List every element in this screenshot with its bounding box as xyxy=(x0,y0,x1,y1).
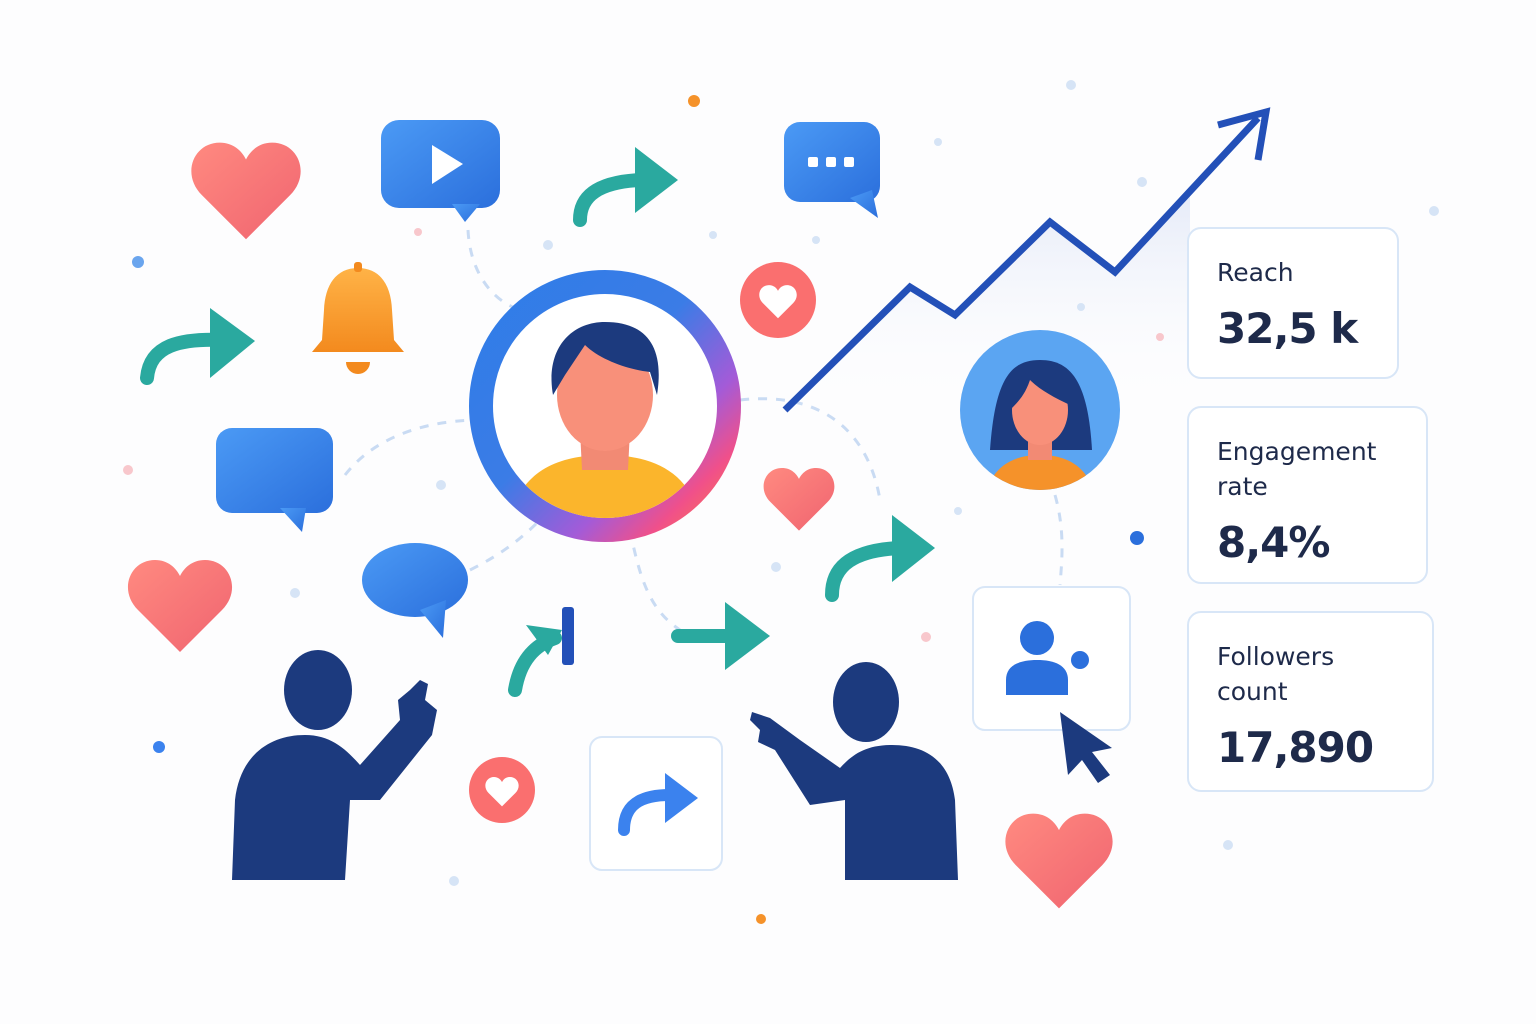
follow-card xyxy=(972,586,1131,783)
people xyxy=(232,650,958,880)
main-avatar xyxy=(469,270,741,542)
trend-arrowhead xyxy=(1217,107,1271,161)
bubbles xyxy=(216,120,880,638)
stat-label: Reach xyxy=(1217,258,1294,287)
dashed-links xyxy=(343,229,1064,632)
woman-avatar xyxy=(960,330,1120,490)
stat-card: Engagement rate 8,4% xyxy=(1187,406,1428,584)
dots xyxy=(123,80,1439,924)
share-card xyxy=(589,736,723,871)
stat-card: Followers count 17,890 xyxy=(1187,611,1434,792)
stat-label: Followers count xyxy=(1217,642,1335,706)
trend-line xyxy=(782,115,1261,413)
play-icon xyxy=(432,145,463,184)
bell xyxy=(312,262,404,374)
stat-label: Engagement rate xyxy=(1217,437,1377,501)
dots-icon xyxy=(808,157,854,167)
heart-badges xyxy=(469,262,816,823)
stat-card: Reach 32,5 k xyxy=(1187,227,1399,379)
stat-value: 17,890 xyxy=(1217,723,1374,772)
arrowheads xyxy=(210,147,935,670)
bar-mark xyxy=(562,607,574,665)
stat-value: 8,4% xyxy=(1217,518,1330,567)
stat-value: 32,5 k xyxy=(1217,304,1358,353)
